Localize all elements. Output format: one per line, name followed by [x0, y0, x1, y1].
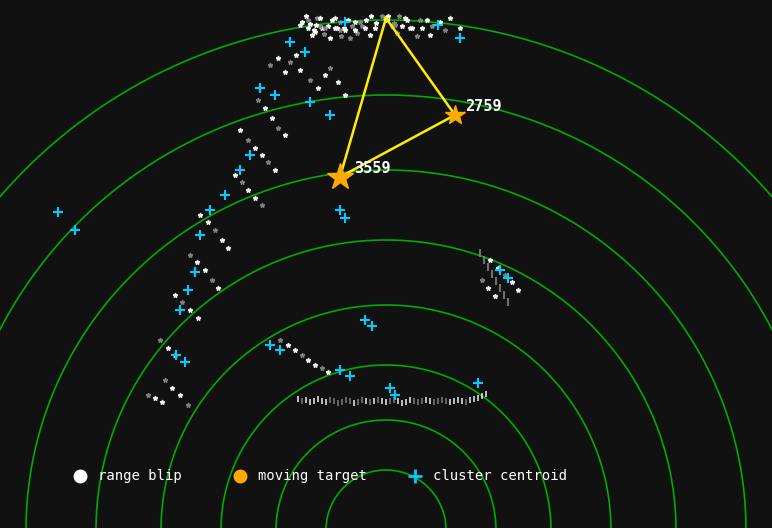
Text: range blip: range blip: [98, 469, 181, 483]
Text: moving target: moving target: [258, 469, 367, 483]
Text: cluster centroid: cluster centroid: [433, 469, 567, 483]
Text: 3559: 3559: [354, 161, 391, 176]
Text: 2759: 2759: [465, 99, 502, 114]
